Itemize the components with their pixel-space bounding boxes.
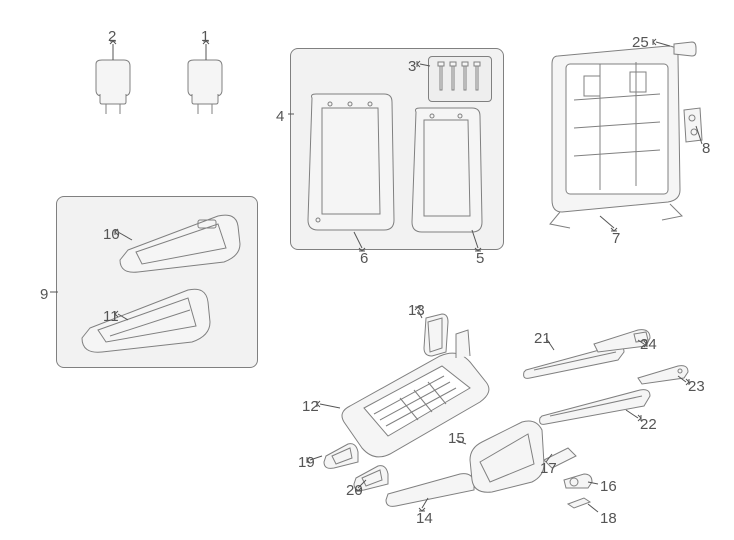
- label-9: 9: [40, 286, 48, 303]
- label-15: 15: [448, 430, 465, 447]
- label-1: 1: [201, 28, 209, 45]
- label-22: 22: [640, 416, 657, 433]
- label-19: 19: [298, 454, 315, 471]
- label-14: 14: [416, 510, 433, 527]
- label-23: 23: [688, 378, 705, 395]
- label-7: 7: [612, 230, 620, 247]
- leader-lines: [0, 0, 734, 540]
- label-25: 25: [632, 34, 649, 51]
- label-17: 17: [540, 460, 557, 477]
- label-10: 10: [103, 226, 120, 243]
- label-24: 24: [640, 336, 657, 353]
- label-8: 8: [702, 140, 710, 157]
- label-4: 4: [276, 108, 284, 125]
- label-11: 11: [103, 308, 119, 325]
- label-5: 5: [476, 250, 484, 267]
- label-12: 12: [302, 398, 319, 415]
- label-18: 18: [600, 510, 617, 527]
- label-16: 16: [600, 478, 617, 495]
- label-3: 3: [408, 58, 416, 75]
- label-6: 6: [360, 250, 368, 267]
- label-13: 13: [408, 302, 425, 319]
- label-2: 2: [108, 28, 116, 45]
- label-20: 20: [346, 482, 363, 499]
- label-21: 21: [534, 330, 551, 347]
